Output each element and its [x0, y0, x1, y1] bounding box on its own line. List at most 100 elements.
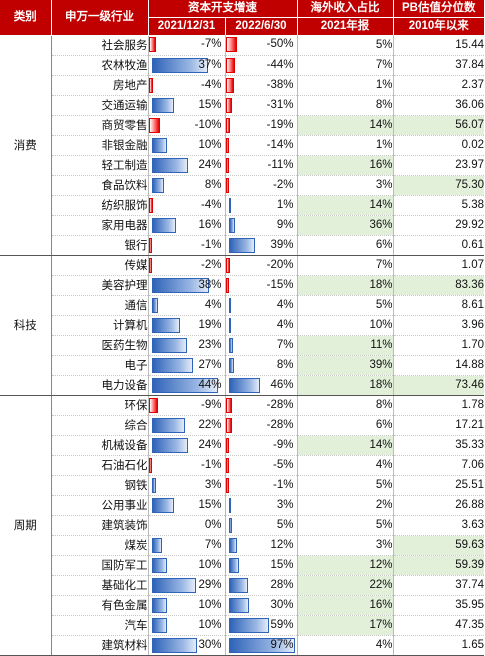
capex-2021-value: -4% [201, 198, 222, 211]
capex-2021-bar [151, 557, 167, 573]
pb-cell: 73.46 [392, 375, 484, 396]
capex-2021-value: 23% [198, 338, 222, 351]
capex-2021-cell: 7% [147, 535, 225, 556]
capex-2021-bar [151, 97, 175, 113]
capex-2022-cell: 4% [224, 315, 297, 336]
capex-2021-value: 27% [198, 358, 222, 371]
capex-2022-cell: 97% [224, 635, 297, 656]
header-industry: 申万一级行业 [50, 0, 148, 36]
capex-2022-cell: -44% [224, 55, 297, 76]
capex-2022-cell: -1% [224, 475, 297, 496]
overseas-cell: 5% [296, 295, 393, 316]
category-cell: 消费 [0, 35, 52, 256]
capex-2022-neg-bar [226, 157, 229, 173]
capex-2022-value: 8% [276, 358, 294, 371]
table-row: 家用电器 16% 9% 36% 29.92 [0, 215, 484, 236]
capex-2022-neg-bar [226, 277, 229, 293]
table-row: 美容护理 38% -15% 18% 83.36 [0, 275, 484, 296]
capex-2021-bar [151, 337, 187, 353]
table-row: 银行 -1% 39% 6% 0.61 [0, 235, 484, 256]
overseas-cell: 22% [296, 575, 393, 596]
industry-cell: 通信 [51, 295, 148, 316]
overseas-cell: 12% [296, 555, 393, 576]
header-capex: 资本开支增速 [147, 0, 297, 18]
capex-2021-neg-bar [149, 197, 153, 213]
overseas-cell: 11% [296, 335, 393, 356]
capex-2022-cell: 7% [224, 335, 297, 356]
capex-2022-neg-bar [226, 257, 230, 273]
capex-2022-neg-bar [226, 177, 229, 193]
overseas-cell: 6% [296, 415, 393, 436]
capex-2022-bar [228, 497, 231, 513]
overseas-cell: 5% [296, 35, 393, 56]
capex-2021-bar [151, 177, 164, 193]
pb-cell: 0.02 [392, 135, 484, 156]
capex-2021-cell: 24% [147, 435, 225, 456]
pb-cell: 1.78 [392, 395, 484, 416]
capex-2022-neg-bar [226, 437, 229, 453]
table-row: 电子 27% 8% 39% 14.88 [0, 355, 484, 376]
capex-2022-cell: -19% [224, 115, 297, 136]
capex-2021-bar [151, 477, 157, 493]
capex-2022-value: 97% [270, 638, 294, 651]
capex-2022-neg-bar [226, 37, 237, 52]
capex-2022-bar [228, 197, 231, 213]
overseas-cell: 3% [296, 175, 393, 196]
capex-2022-value: 5% [276, 518, 294, 531]
capex-2022-cell: 15% [224, 555, 297, 576]
industry-cell: 纺织服饰 [51, 195, 148, 216]
category-cell: 周期 [0, 395, 52, 656]
pb-cell: 2.37 [392, 75, 484, 96]
capex-2022-value: -15% [266, 278, 294, 291]
pb-cell: 8.61 [392, 295, 484, 316]
capex-2022-cell: -11% [224, 155, 297, 176]
overseas-cell: 1% [296, 135, 393, 156]
capex-2021-value: 38% [198, 278, 222, 291]
table-row: 非银金融 10% -14% 1% 0.02 [0, 135, 484, 156]
pb-cell: 3.63 [392, 515, 484, 536]
capex-2022-bar [228, 337, 234, 353]
capex-2022-cell: 59% [224, 615, 297, 636]
capex-2021-bar [151, 617, 167, 633]
capex-2021-bar [151, 317, 181, 333]
header-capex-2021: 2021/12/31 [147, 17, 225, 35]
header-pb-sub: 2010年以来 [392, 17, 484, 35]
capex-2021-bar [151, 537, 163, 553]
overseas-cell: 5% [296, 515, 393, 536]
overseas-cell: 14% [296, 435, 393, 456]
overseas-cell: 6% [296, 235, 393, 256]
table-row: 石油石化 -1% -5% 4% 7.06 [0, 455, 484, 476]
capex-2022-cell: 8% [224, 355, 297, 376]
capex-2022-cell: 9% [224, 215, 297, 236]
capex-2021-value: 15% [198, 498, 222, 511]
capex-2022-cell: -31% [224, 95, 297, 116]
capex-2022-value: 9% [276, 218, 294, 231]
capex-2021-value: -4% [201, 78, 222, 91]
capex-2022-value: 4% [276, 298, 294, 311]
capex-2021-value: 19% [198, 318, 222, 331]
industry-cell: 农林牧渔 [51, 55, 148, 76]
capex-2021-value: 10% [198, 598, 222, 611]
capex-2022-value: -50% [266, 38, 294, 50]
capex-2022-bar [228, 317, 232, 333]
capex-2021-cell: -4% [147, 195, 225, 216]
pb-cell: 83.36 [392, 275, 484, 296]
capex-2022-value: 30% [270, 598, 294, 611]
industry-cell: 家用电器 [51, 215, 148, 236]
capex-2021-bar [151, 297, 158, 313]
capex-2021-bar [151, 417, 185, 433]
overseas-cell: 1% [296, 75, 393, 96]
industry-cell: 电子 [51, 355, 148, 376]
capex-2021-value: -1% [201, 238, 222, 251]
capex-2022-value: -38% [266, 78, 294, 91]
table-row: 煤炭 7% 12% 3% 59.63 [0, 535, 484, 556]
capex-2022-cell: 39% [224, 235, 297, 256]
pb-cell: 35.33 [392, 435, 484, 456]
table-row: 计算机 19% 4% 10% 3.96 [0, 315, 484, 336]
capex-2021-value: -2% [201, 258, 222, 271]
table-row: 科技 传媒 -2% -20% 7% 1.07 [0, 255, 484, 396]
capex-2021-value: 44% [198, 378, 222, 391]
capex-2022-value: 28% [270, 578, 294, 591]
capex-2021-value: 0% [204, 518, 222, 531]
table-row: 公用事业 15% 3% 2% 26.88 [0, 495, 484, 516]
